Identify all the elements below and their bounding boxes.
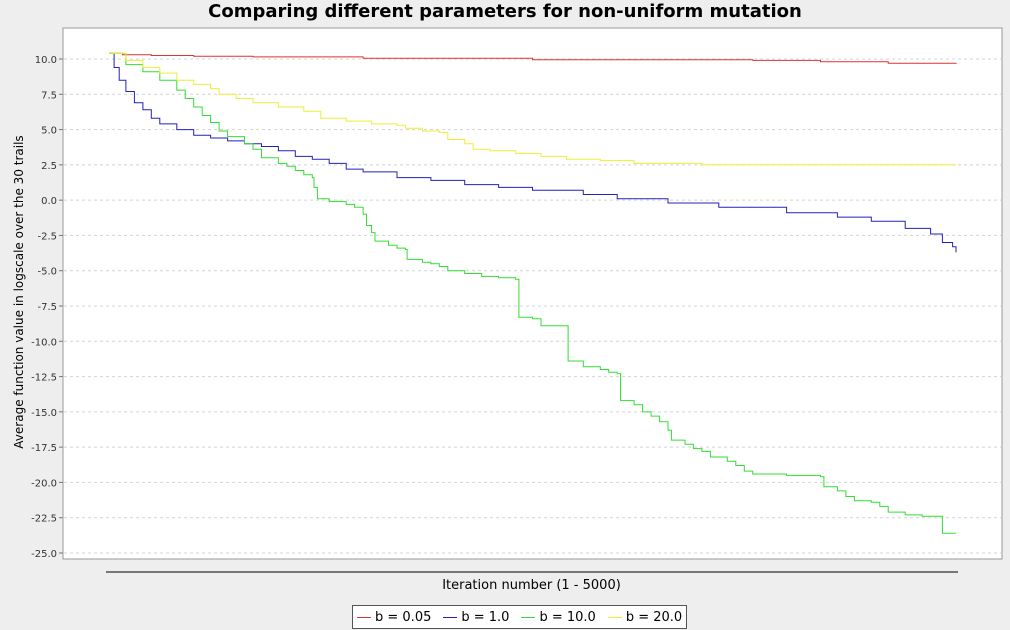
series-line-1 [109,52,957,64]
legend-label: b = 1.0 [461,609,510,625]
x-axis-label: Iteration number (1 - 5000) [442,578,621,593]
legend-label: b = 10.0 [539,609,596,625]
y-tick-label: 5.0 [41,126,57,137]
y-tick-label: -17.5 [31,443,57,454]
series-line-2 [109,52,957,253]
legend-item-4: b = 20.0 [607,609,683,625]
series-line-4 [109,52,956,166]
legend-item-3: b = 10.0 [521,609,596,625]
series-line-3 [109,52,956,534]
y-tick-label: -2.5 [37,231,57,242]
y-tick-label: 10.0 [35,55,57,66]
legend: b = 0.05 b = 1.0 b = 10.0 b = 20.0 [352,605,688,629]
chart-title: Comparing different parameters for non-u… [208,1,802,22]
y-axis-label: Average function value in logscale over … [12,135,26,449]
legend-item-1: b = 0.05 [357,610,431,625]
y-tick-label: -12.5 [31,373,57,384]
legend-swatch [443,616,458,618]
plot-background [62,27,1003,560]
y-tick-label: -5.0 [37,267,57,278]
y-tick-label: -10.0 [31,337,57,348]
y-tick-label: -22.5 [31,514,57,525]
y-tick-label: -15.0 [31,408,57,419]
legend-swatch [607,616,622,618]
legend-label: b = 0.05 [375,609,432,625]
legend-swatch [357,616,371,618]
y-tick-label: -7.5 [37,302,57,313]
legend-label: b = 20.0 [625,609,683,625]
legend-item-2: b = 1.0 [443,610,509,625]
y-tick-label: 0.0 [41,196,57,207]
y-tick-label: -25.0 [31,549,57,560]
y-tick-label: -20.0 [31,478,57,489]
y-tick-label: 7.5 [41,90,57,101]
y-tick-label: 2.5 [41,161,57,172]
legend-swatch [521,616,536,618]
